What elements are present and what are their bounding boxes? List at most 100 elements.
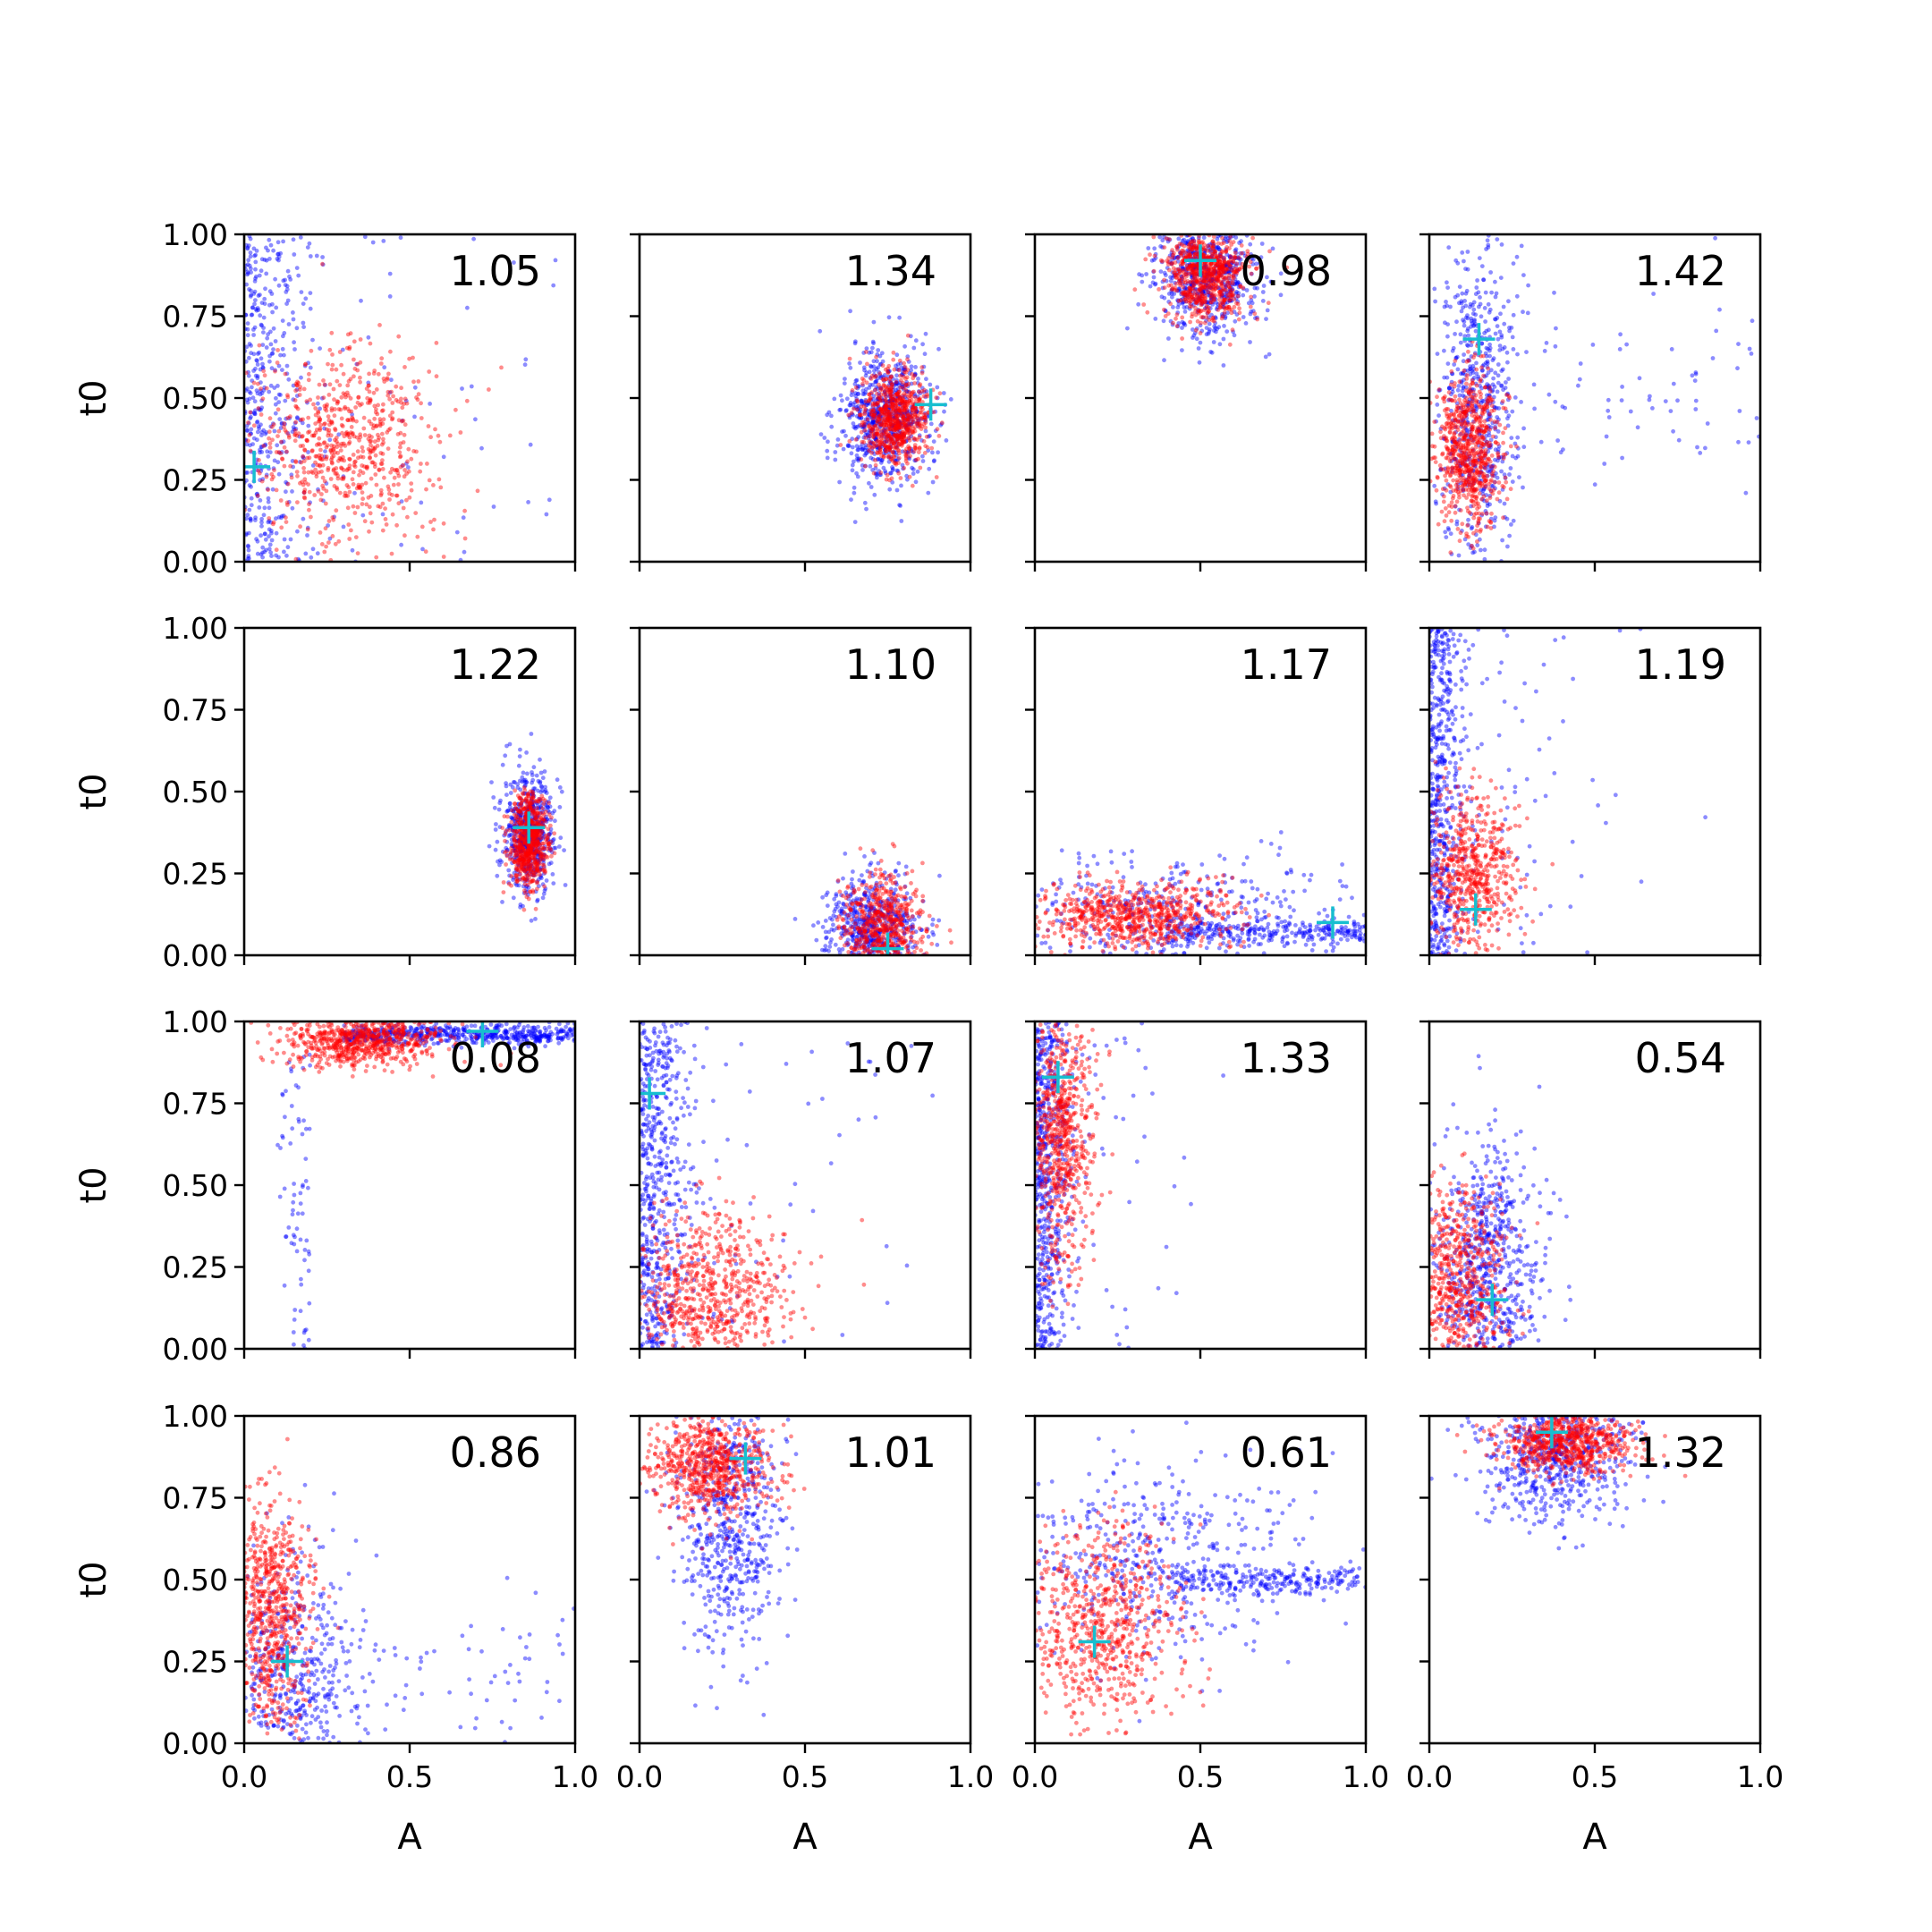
red-sample-point [386, 428, 391, 433]
red-sample-point [881, 419, 886, 424]
red-sample-point [1501, 430, 1505, 436]
blue-sample-point [859, 398, 864, 403]
red-sample-point [1219, 242, 1224, 246]
red-sample-point [1482, 404, 1487, 409]
blue-sample-point [853, 391, 858, 396]
red-sample-point [1199, 289, 1204, 294]
blue-sample-point [1479, 449, 1484, 454]
red-sample-point [1230, 292, 1235, 298]
blue-sample-point [1466, 403, 1470, 409]
blue-sample-point [1457, 301, 1462, 306]
red-sample-point [1216, 308, 1221, 312]
blue-sample-point [1558, 450, 1563, 455]
red-sample-point [279, 439, 284, 445]
red-sample-point [1201, 255, 1207, 260]
blue-sample-point [1222, 295, 1227, 300]
red-sample-point [1202, 320, 1208, 326]
blue-sample-point [875, 411, 880, 416]
red-sample-point [911, 428, 915, 434]
red-sample-point [404, 497, 409, 503]
red-sample-point [904, 375, 910, 380]
red-sample-point [1462, 426, 1466, 431]
red-sample-point [348, 331, 353, 336]
blue-sample-point [1470, 370, 1476, 375]
blue-sample-point [1202, 249, 1207, 253]
red-sample-point [909, 419, 913, 425]
red-sample-point [301, 490, 307, 496]
red-sample-point [1200, 240, 1205, 244]
red-sample-point [1182, 255, 1187, 260]
blue-sample-point [864, 386, 869, 392]
red-sample-point [903, 393, 909, 397]
blue-sample-point [857, 415, 861, 420]
red-sample-point [316, 395, 320, 400]
blue-sample-point [850, 462, 855, 468]
red-sample-point [903, 377, 908, 381]
blue-sample-point [1455, 260, 1461, 266]
red-sample-point [345, 418, 351, 423]
red-sample-point [1438, 436, 1444, 441]
red-sample-point [1175, 256, 1181, 260]
red-sample-point [1191, 267, 1195, 272]
blue-sample-point [1483, 351, 1488, 356]
red-sample-point [894, 392, 900, 397]
red-sample-point [1186, 292, 1191, 297]
blue-sample-point [855, 386, 860, 391]
red-sample-point [887, 418, 893, 422]
blue-sample-point [1602, 462, 1607, 466]
red-sample-point [890, 450, 895, 455]
red-sample-point [1194, 271, 1199, 276]
blue-sample-point [895, 419, 901, 425]
blue-sample-point [1263, 354, 1268, 360]
blue-sample-point [894, 367, 900, 372]
red-sample-point [1148, 252, 1152, 258]
blue-sample-point [1485, 238, 1490, 243]
red-sample-point [398, 441, 403, 446]
blue-sample-point [360, 513, 366, 518]
red-sample-point [1204, 254, 1209, 258]
red-sample-point [875, 427, 880, 431]
red-sample-point [897, 358, 902, 363]
blue-sample-point [544, 512, 549, 517]
blue-sample-point [915, 419, 920, 425]
blue-sample-point [259, 516, 264, 521]
blue-sample-point [1487, 345, 1493, 351]
blue-sample-point [867, 411, 871, 417]
red-sample-point [1474, 383, 1479, 388]
blue-sample-point [1191, 303, 1196, 308]
red-sample-point [1474, 502, 1479, 507]
red-sample-point [1194, 278, 1199, 283]
blue-sample-point [1462, 462, 1466, 467]
blue-sample-point [274, 516, 278, 521]
red-sample-point [394, 468, 399, 472]
blue-sample-point [893, 390, 898, 395]
red-sample-point [333, 427, 337, 431]
red-sample-point [1466, 389, 1471, 394]
red-sample-point [1480, 442, 1486, 446]
red-sample-point [859, 429, 864, 435]
blue-sample-point [887, 394, 893, 399]
blue-sample-point [902, 417, 908, 421]
red-sample-point [1182, 290, 1188, 295]
red-sample-point [912, 414, 918, 419]
red-sample-point [899, 409, 904, 413]
blue-sample-point [308, 254, 313, 258]
red-sample-point [409, 487, 414, 493]
red-sample-point [1284, 265, 1290, 270]
red-sample-point [1457, 473, 1462, 478]
blue-sample-point [1190, 280, 1195, 284]
blue-sample-point [1230, 283, 1234, 287]
red-sample-point [1455, 409, 1460, 413]
blue-sample-point [327, 437, 333, 443]
blue-sample-point [833, 457, 838, 462]
blue-sample-point [895, 394, 901, 400]
red-sample-point [1474, 429, 1479, 435]
blue-sample-point [1224, 262, 1229, 267]
blue-sample-point [882, 405, 887, 411]
blue-sample-point [1479, 401, 1484, 405]
red-sample-point [1491, 434, 1496, 439]
blue-sample-point [1484, 373, 1489, 378]
red-sample-point [886, 409, 891, 414]
blue-sample-point [305, 525, 310, 530]
red-sample-point [1189, 269, 1194, 275]
